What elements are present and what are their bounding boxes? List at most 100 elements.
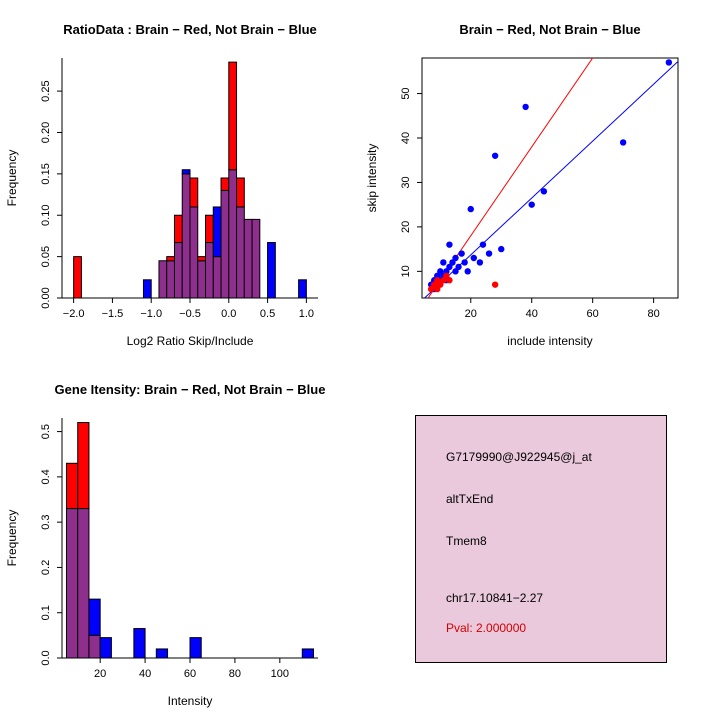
histogram-bar-red <box>236 177 245 208</box>
probe-id-text: G7179990@J922945@j_at <box>446 450 592 464</box>
scatter-point <box>476 259 484 266</box>
y-axis-label: Frequency <box>5 510 19 567</box>
pvalue-text: Pval: 2.000000 <box>446 621 527 635</box>
scatter-point <box>470 254 478 262</box>
x-tick-label: 0.5 <box>260 308 275 320</box>
histogram-bar-overlap <box>243 218 253 299</box>
histogram-bar-red <box>166 256 175 262</box>
x-tick-label: −1.0 <box>140 308 162 320</box>
chart-title: Brain − Red, Not Brain − Blue <box>459 22 640 37</box>
scatter-point <box>455 263 462 271</box>
scatter-point <box>619 139 627 146</box>
histogram-bar-blue <box>142 279 152 299</box>
scatter-point <box>452 254 459 262</box>
y-tick-label: 10 <box>400 265 412 277</box>
gene-info-box: G7179990@J922945@j_at altTxEnd Tmem8 chr… <box>415 415 667 663</box>
scatter-point <box>528 201 535 208</box>
scatter-series-brain <box>427 272 499 293</box>
histogram-bar-red <box>228 61 238 171</box>
y-tick-label: 0.3 <box>40 515 52 530</box>
scatter-point <box>479 241 487 248</box>
histogram-bar-blue <box>99 637 112 659</box>
scatter-point <box>467 205 474 213</box>
x-axis-label: Intensity <box>168 694 213 708</box>
histogram-bar-overlap <box>88 634 101 659</box>
ratio-histogram-chart: RatioData : Brain − Red, Not Brain − Blu… <box>5 22 318 348</box>
scatter-series-not-brain <box>427 59 673 293</box>
histogram-bar-red <box>220 177 230 191</box>
scatter-point <box>440 259 447 266</box>
x-tick-label: 20 <box>465 308 477 320</box>
histogram-bar-blue <box>189 637 202 659</box>
x-tick-label: 80 <box>647 308 659 320</box>
x-tick-label: 80 <box>229 668 241 680</box>
x-axis-label: include intensity <box>507 334 592 348</box>
histogram-bar-overlap <box>65 508 79 659</box>
histogram-bar-overlap <box>251 218 261 299</box>
y-tick-label: 0.0 <box>40 650 52 665</box>
histogram-bar-blue <box>88 598 101 636</box>
x-tick-label: 100 <box>271 668 289 680</box>
y-tick-label: 0.5 <box>40 424 52 439</box>
histogram-bar-blue <box>267 242 276 299</box>
histogram-bar-overlap <box>173 242 183 299</box>
x-tick-label: 60 <box>587 308 599 320</box>
intensity-scatter-chart: Brain − Red, Not Brain − Blue include int… <box>365 22 679 348</box>
histogram-bar-red <box>73 256 82 299</box>
x-tick-label: 40 <box>139 668 151 680</box>
histogram-bar-overlap <box>166 260 175 299</box>
y-tick-label: 0.00 <box>40 287 52 308</box>
y-tick-label: 0.20 <box>40 122 52 143</box>
histogram-bars <box>65 422 315 659</box>
histogram-bar-overlap <box>158 260 168 299</box>
histogram-bar-overlap <box>236 206 245 299</box>
scatter-point <box>540 188 548 195</box>
x-tick-label: −1.5 <box>102 308 124 320</box>
histogram-bar-red <box>205 214 214 244</box>
chart-title: Gene Itensity: Brain − Red, Not Brain − … <box>55 382 326 397</box>
histogram-bar-blue <box>155 648 169 659</box>
scatter-point <box>446 277 453 284</box>
scatter-point <box>446 241 453 248</box>
x-tick-label: −0.5 <box>179 308 201 320</box>
scatter-point <box>498 245 505 253</box>
histogram-bar-red <box>173 214 183 244</box>
histogram-bar-blue <box>133 628 146 659</box>
x-tick-label: 40 <box>526 308 538 320</box>
scatter-point <box>522 103 529 111</box>
histogram-bar-overlap <box>181 173 191 299</box>
y-tick-label: 50 <box>400 87 412 99</box>
histogram-bar-overlap <box>77 508 90 659</box>
scatter-point <box>665 59 673 66</box>
panel-ratio-histogram: RatioData : Brain − Red, Not Brain − Blu… <box>0 0 360 360</box>
histogram-bar-blue <box>301 648 315 659</box>
y-tick-label: 0.25 <box>40 80 52 101</box>
x-tick-label: 20 <box>94 668 106 680</box>
histogram-bar-red <box>77 422 90 510</box>
histogram-bar-blue <box>181 169 191 175</box>
y-axis-label: Frequency <box>5 150 19 207</box>
chart-title: RatioData : Brain − Red, Not Brain − Blu… <box>63 22 317 37</box>
panel-gene-info: G7179990@J922945@j_at altTxEnd Tmem8 chr… <box>360 360 720 720</box>
brain-fit-line <box>427 58 594 298</box>
y-tick-label: 30 <box>400 176 412 188</box>
y-tick-label: 0.4 <box>40 469 52 484</box>
chromosome-location-text: chr17.10841−2.27 <box>446 591 544 605</box>
y-tick-label: 40 <box>400 132 412 144</box>
histogram-bar-blue <box>298 279 307 299</box>
y-tick-label: 0.15 <box>40 163 52 184</box>
histogram-bar-overlap <box>220 189 230 299</box>
fit-lines <box>423 58 678 298</box>
scatter-point <box>491 281 499 288</box>
x-tick-label: −2.0 <box>63 308 85 320</box>
histogram-bar-red <box>197 256 207 262</box>
y-tick-label: 0.05 <box>40 246 52 267</box>
histogram-bar-overlap <box>212 256 222 299</box>
y-axis-label: skip intensity <box>365 144 379 213</box>
y-tick-label: 0.2 <box>40 560 52 575</box>
x-tick-label: 60 <box>184 668 196 680</box>
histogram-bars <box>73 61 307 299</box>
y-tick-label: 0.1 <box>40 605 52 620</box>
scatter-point <box>485 250 493 257</box>
y-tick-label: 0.10 <box>40 205 52 226</box>
